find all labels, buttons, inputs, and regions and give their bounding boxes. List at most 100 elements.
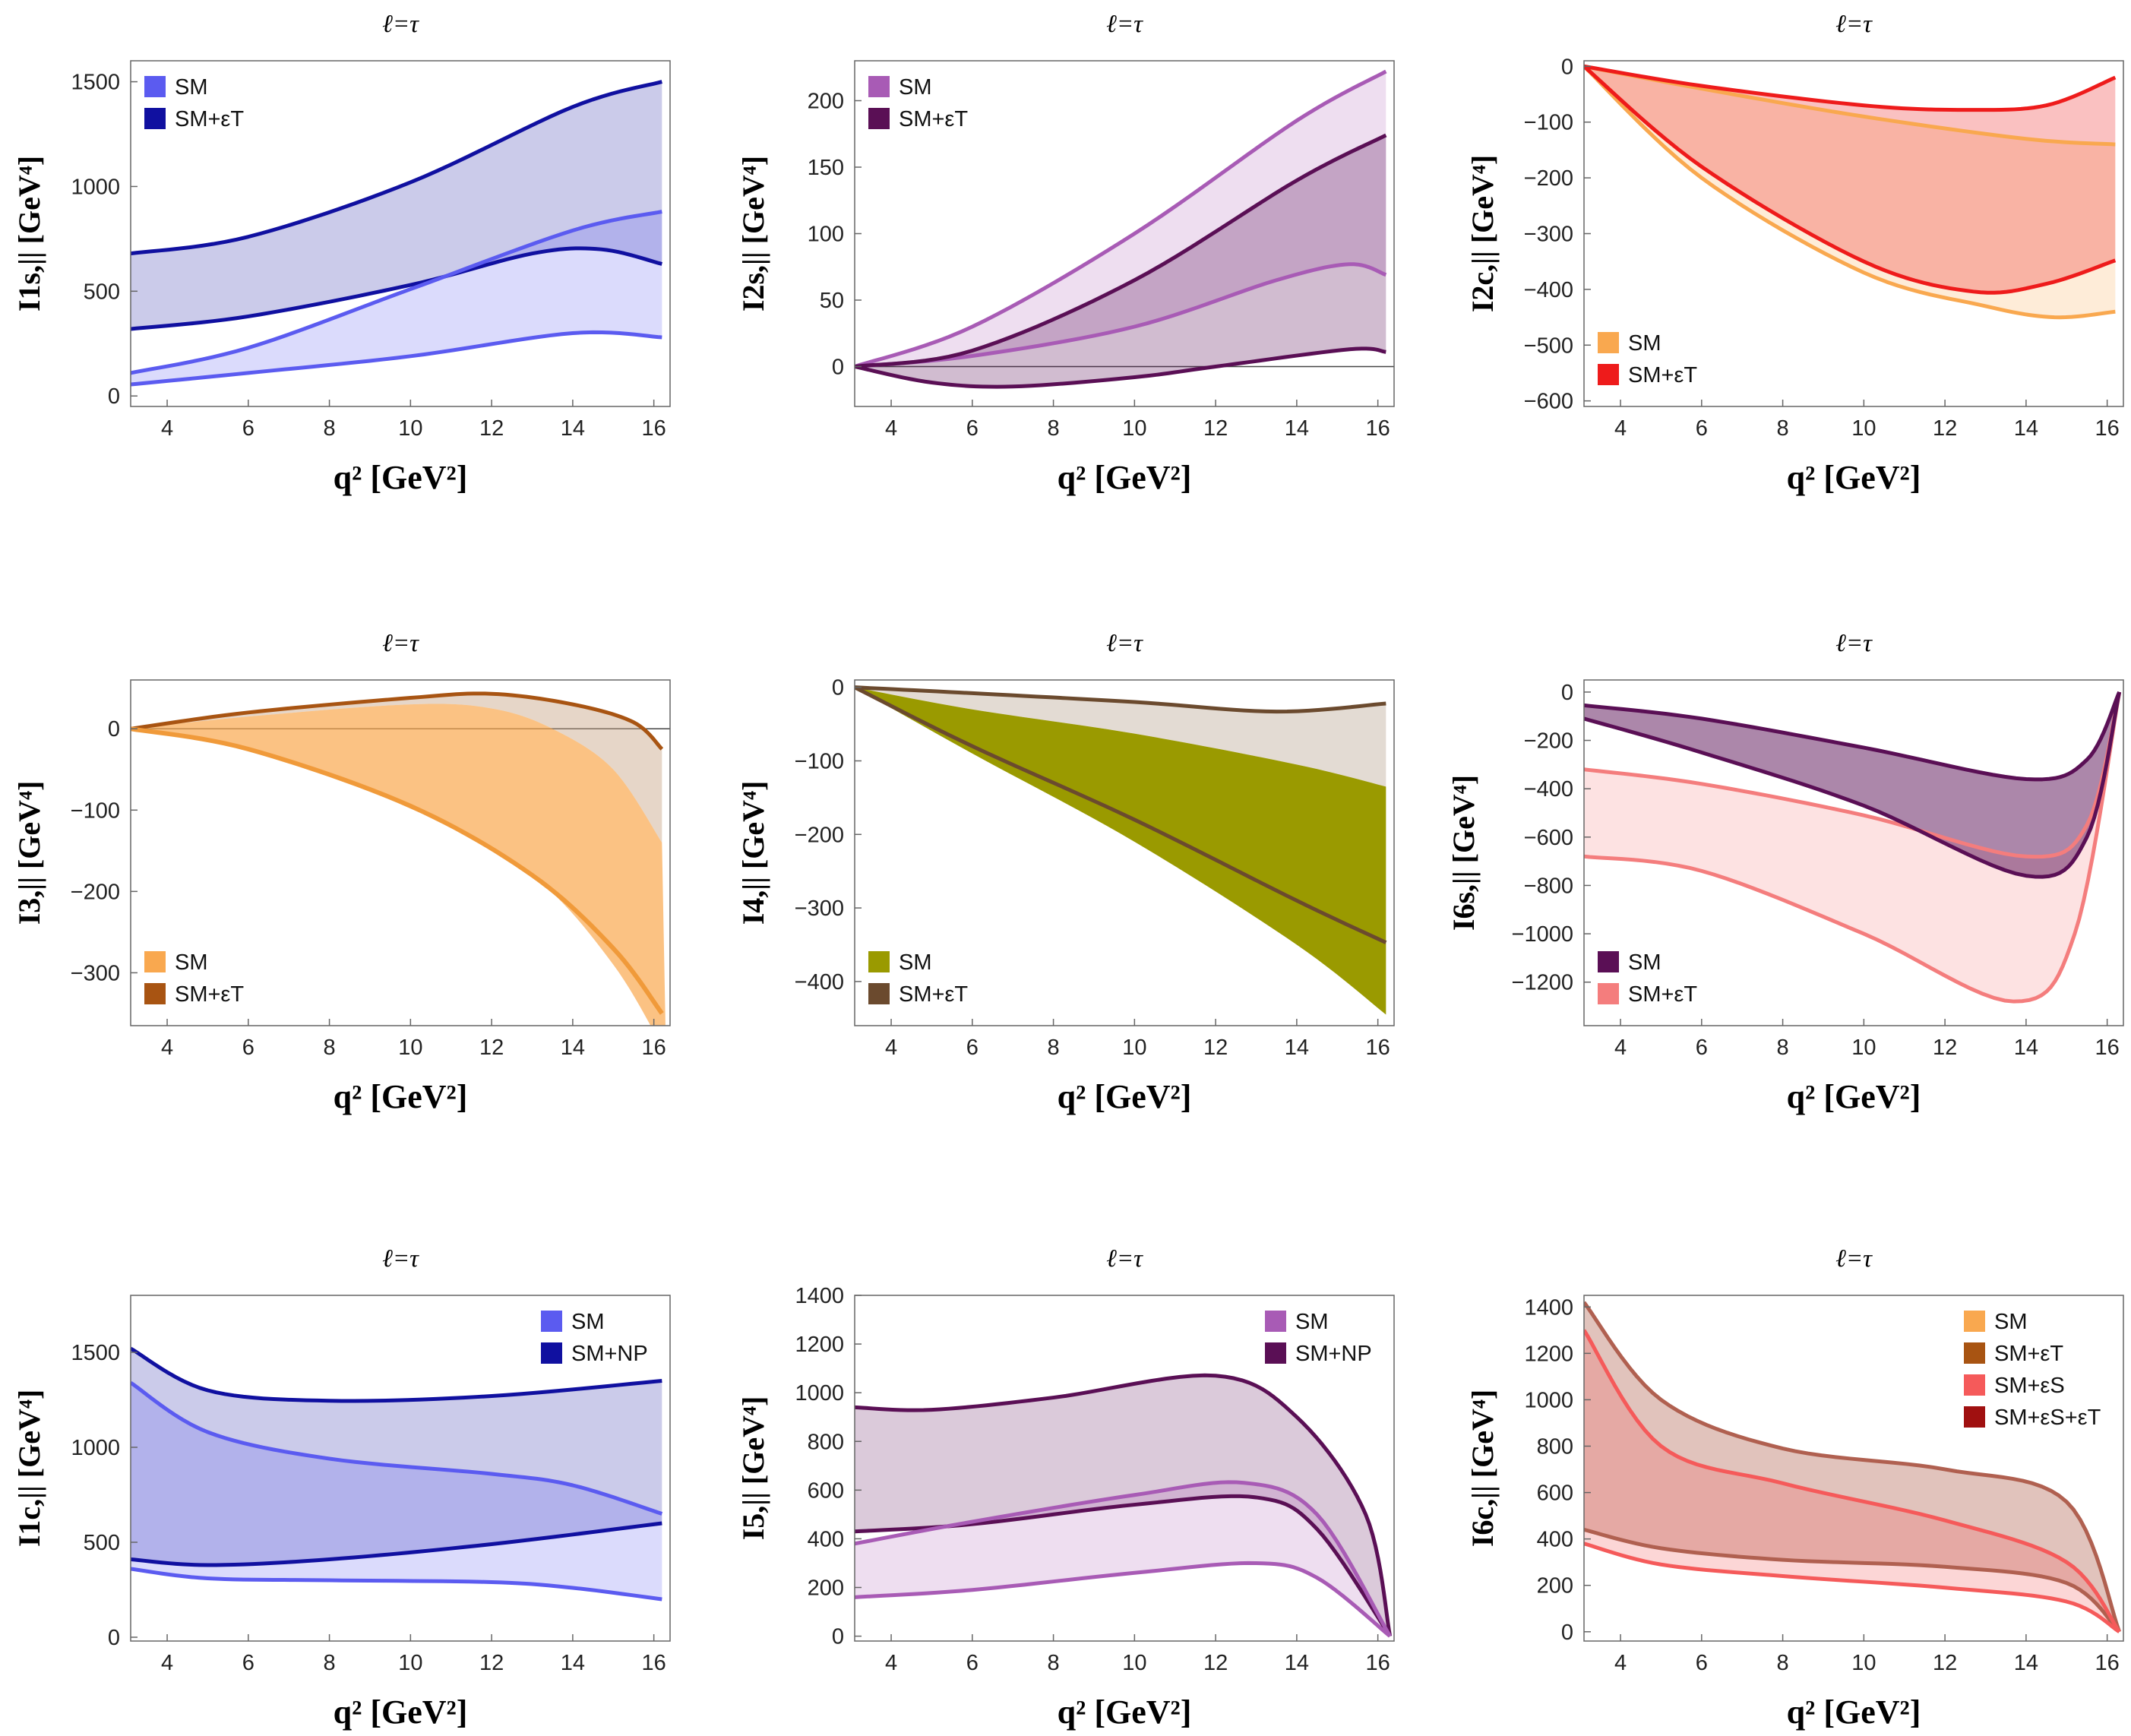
x-tick-label: 14 (561, 1036, 585, 1060)
x-tick-label: 4 (885, 1651, 897, 1675)
legend-swatch (1265, 1342, 1286, 1364)
y-tick-label: 0 (1561, 681, 1573, 705)
y-tick-label: −200 (71, 880, 120, 904)
x-tick-label: 12 (1203, 1036, 1228, 1060)
y-tick-label: 200 (808, 90, 844, 114)
plot-frame (130, 679, 671, 1026)
x-tick-label: 14 (2014, 1651, 2038, 1675)
series-line (131, 726, 664, 1015)
x-axis-label: q² [GeV²] (1058, 1078, 1192, 1115)
y-tick-label: −100 (71, 798, 120, 823)
band-sm (131, 704, 666, 1026)
y-axis-label: I2s,|| [GeV⁴] (736, 156, 770, 311)
x-axis-label: q² [GeV²] (1058, 459, 1192, 496)
chart-panel: 4 6 8 10 12 14 16 0 −100 −200 −300 −400 ℓ=τ q² [GeV²]… (736, 630, 1395, 1115)
legend-swatch (1964, 1311, 1985, 1332)
y-tick-label: 1500 (71, 71, 120, 95)
series-line (131, 1567, 662, 1602)
x-tick-label: 10 (398, 1651, 422, 1675)
plot-area (131, 691, 670, 1026)
legend-label: SM (1994, 1310, 2028, 1334)
y-tick-label: 0 (832, 676, 844, 700)
legend-swatch (1964, 1374, 1985, 1396)
x-tick-label: 14 (2014, 416, 2038, 441)
y-tick-label: 500 (84, 1531, 120, 1555)
x-tick-label: 6 (242, 1651, 255, 1675)
plot-frame (130, 1295, 671, 1642)
x-tick-label: 6 (966, 416, 979, 441)
y-tick-label: 400 (808, 1527, 844, 1551)
plot-frame (854, 679, 1395, 1026)
series-line (131, 1380, 663, 1516)
x-tick-label: 12 (1933, 1036, 1957, 1060)
chart-title: ℓ=τ (382, 11, 419, 38)
chart-title: ℓ=τ (1106, 1245, 1143, 1273)
band-sm-t (1584, 691, 2120, 1002)
y-tick-label: 600 (808, 1478, 844, 1503)
x-tick-label: 12 (1933, 416, 1957, 441)
y-tick-label: 150 (808, 156, 844, 180)
x-tick-label: 8 (324, 1651, 336, 1675)
plot-frame (854, 1295, 1395, 1642)
series-line (855, 346, 1386, 389)
chart-panel: 4 6 8 10 12 14 16 0 −200 −400 −600 −800 −1000 −1200 ℓ=… (1446, 630, 2124, 1115)
chart-title: ℓ=τ (382, 1245, 419, 1273)
series-line (1584, 691, 2122, 1004)
x-tick-label: 14 (561, 1651, 585, 1675)
series-line (1584, 1329, 2121, 1633)
x-tick-label: 8 (1048, 1651, 1060, 1675)
legend-swatch (1265, 1311, 1286, 1332)
x-tick-label: 10 (1122, 1651, 1146, 1675)
y-axis-label: I1s,|| [GeV⁴] (12, 156, 46, 311)
y-tick-label: 500 (84, 280, 120, 304)
y-axis-label: I1c,|| [GeV⁴] (12, 1390, 46, 1547)
y-tick-label: 400 (1537, 1528, 1573, 1552)
band-sm (855, 687, 1386, 1015)
legend-label: SM (899, 75, 932, 100)
legend-swatch (541, 1342, 562, 1364)
x-tick-label: 8 (324, 416, 336, 441)
x-tick-label: 16 (1366, 416, 1390, 441)
x-tick-label: 14 (1285, 1036, 1309, 1060)
x-axis-label: q² [GeV²] (334, 1078, 468, 1115)
x-tick-label: 10 (1851, 1036, 1876, 1060)
band-sm-t (1584, 66, 2116, 293)
x-tick-label: 4 (161, 1036, 173, 1060)
band-sm (1584, 66, 2116, 318)
plot-area (855, 1373, 1393, 1638)
y-tick-label: −300 (1524, 223, 1573, 247)
x-tick-label: 16 (1366, 1036, 1390, 1060)
legend-swatch (1964, 1406, 1985, 1428)
x-tick-label: 14 (1285, 1651, 1309, 1675)
x-tick-label: 14 (2014, 1036, 2038, 1060)
x-tick-label: 10 (1851, 416, 1876, 441)
x-tick-label: 8 (324, 1036, 336, 1060)
series-line (855, 685, 1386, 714)
x-tick-label: 4 (885, 416, 897, 441)
series-line (855, 262, 1387, 368)
x-tick-label: 16 (642, 1036, 666, 1060)
y-tick-label: 1000 (71, 1436, 120, 1460)
y-tick-label: −600 (1524, 826, 1573, 850)
chart-title: ℓ=τ (1106, 11, 1143, 38)
plot-frame (1583, 1295, 2124, 1642)
plot-area (855, 69, 1394, 389)
x-tick-label: 12 (1203, 1651, 1228, 1675)
chart-panel: 4 6 8 10 12 14 16 0 200 400 600 800 1000 1200 1400 ℓ=τ q… (1465, 1245, 2124, 1731)
chart-title: ℓ=τ (1835, 11, 1873, 38)
x-tick-label: 10 (398, 1036, 422, 1060)
x-tick-label: 8 (1777, 416, 1789, 441)
legend-label: SM (175, 950, 208, 975)
y-axis-label: I6c,|| [GeV⁴] (1465, 1390, 1500, 1547)
x-tick-label: 6 (242, 416, 255, 441)
plot-area (131, 80, 662, 387)
x-axis-label: q² [GeV²] (1787, 1693, 1921, 1731)
series-line (1584, 64, 2117, 112)
x-tick-label: 6 (966, 1651, 979, 1675)
y-tick-label: −200 (1524, 729, 1573, 754)
x-tick-label: 10 (1851, 1651, 1876, 1675)
x-axis-label: q² [GeV²] (1058, 1693, 1192, 1731)
band-sm-np (131, 1349, 662, 1565)
y-tick-label: 0 (108, 1626, 120, 1650)
series-line (1584, 1542, 2121, 1633)
